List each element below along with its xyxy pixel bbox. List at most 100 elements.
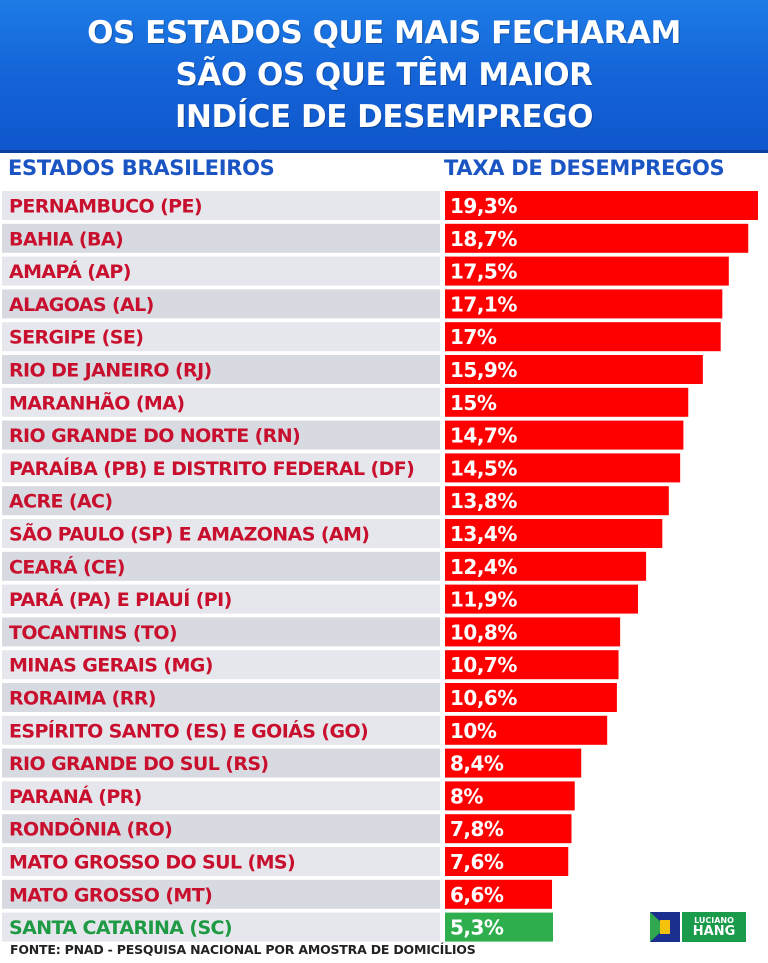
state-label: MATO GROSSO (MT): [9, 884, 212, 906]
row-background: [2, 617, 440, 647]
rate-bar: [445, 256, 729, 286]
state-label: AMAPÁ (AP): [9, 260, 131, 283]
state-label: MARANHÃO (MA): [9, 390, 184, 414]
title-line-1: OS ESTADOS QUE MAIS FECHARAM: [87, 15, 681, 51]
source-footnote: FONTE: PNAD - PESQUISA NACIONAL POR AMOS…: [10, 942, 476, 957]
state-label: PARAÍBA (PB) E DISTRITO FEDERAL (DF): [9, 457, 414, 480]
rate-bar: [445, 715, 608, 745]
rate-bar: [445, 387, 689, 417]
row-background: [2, 223, 440, 253]
state-label: RIO GRANDE DO NORTE (RN): [9, 425, 300, 447]
title-line-3: INDÍCE DE DESEMPREGO: [175, 99, 594, 135]
rate-bar: [445, 584, 638, 614]
row-background: [2, 551, 440, 581]
state-label: ESPÍRITO SANTO (ES) E GOIÁS (GO): [9, 719, 368, 742]
column-header-states: ESTADOS BRASILEIROS: [8, 156, 275, 180]
rate-value-label: 11,9%: [450, 588, 517, 612]
rate-bar: [445, 420, 684, 450]
state-label: RIO GRANDE DO SUL (RS): [9, 753, 269, 775]
rate-bar: [445, 912, 553, 942]
rate-value-label: 17%: [450, 325, 497, 349]
state-label: SERGIPE (SE): [9, 327, 143, 349]
rate-value-label: 5,3%: [450, 916, 504, 940]
rate-value-label: 6,6%: [450, 883, 504, 907]
row-background: [2, 847, 440, 876]
rate-value-label: 10,8%: [450, 620, 517, 644]
rate-bar: [445, 355, 703, 384]
state-label: TOCANTINS (TO): [9, 622, 177, 644]
rate-value-label: 14,7%: [450, 424, 517, 448]
rate-value-label: 7,6%: [450, 850, 504, 874]
state-label: MINAS GERAIS (MG): [9, 655, 213, 677]
rate-bar: [445, 847, 569, 876]
state-label: SANTA CATARINA (SC): [9, 917, 232, 939]
state-label: BAHIA (BA): [9, 228, 123, 250]
row-background: [2, 486, 440, 516]
rate-value-label: 13,4%: [450, 522, 517, 546]
row-background: [2, 420, 440, 450]
rate-value-label: 13,8%: [450, 489, 517, 513]
state-label: PARANÁ (PR): [9, 785, 142, 808]
brand-flag-icon: [650, 912, 680, 942]
row-background: [2, 650, 440, 680]
row-background: [2, 387, 440, 417]
rate-value-label: 17,1%: [450, 292, 517, 316]
row-background: [2, 781, 440, 811]
rate-bar: [445, 223, 749, 253]
rate-value-label: 10,6%: [450, 686, 517, 710]
rate-value-label: 10,7%: [450, 653, 517, 677]
rate-bar: [445, 322, 721, 352]
row-background: [2, 748, 440, 778]
row-background: [2, 191, 440, 220]
rate-bar: [445, 781, 575, 811]
logo-text-box: LUCIANO HANG: [682, 912, 746, 942]
rate-value-label: 8,4%: [450, 752, 504, 776]
rate-bar: [445, 453, 681, 483]
state-label: CEARÁ (CE): [9, 555, 125, 578]
row-background: [2, 912, 440, 942]
rate-value-label: 10%: [450, 719, 497, 743]
state-label: SÃO PAULO (SP) E AMAZONAS (AM): [9, 522, 369, 546]
state-label: PERNAMBUCO (PE): [9, 196, 202, 218]
rate-value-label: 12,4%: [450, 555, 517, 579]
rate-bar: [445, 617, 621, 647]
row-background: [2, 355, 440, 384]
row-background: [2, 256, 440, 286]
rate-bar: [445, 683, 617, 712]
state-label: MATO GROSSO DO SUL (MS): [9, 852, 295, 874]
rate-value-label: 18,7%: [450, 227, 517, 251]
state-label: PARÁ (PA) E PIAUÍ (PI): [9, 588, 232, 611]
row-background: [2, 715, 440, 745]
rate-bar: [445, 191, 758, 220]
rate-bar: [445, 519, 663, 548]
rate-bar: [445, 650, 619, 680]
state-label: ACRE (AC): [9, 491, 113, 513]
rate-value-label: 15%: [450, 391, 497, 415]
row-background: [2, 814, 440, 844]
row-background: [2, 289, 440, 319]
luciano-hang-logo: LUCIANO HANG: [650, 912, 746, 942]
rate-bar: [445, 289, 723, 319]
logo-line-1: LUCIANO: [694, 915, 734, 925]
rate-value-label: 7,8%: [450, 817, 504, 841]
row-background: [2, 584, 440, 614]
logo-line-2: HANG: [692, 923, 736, 939]
rate-value-label: 8%: [450, 784, 483, 808]
rate-bar: [445, 748, 582, 778]
rate-bar: [445, 551, 647, 581]
rate-value-label: 19,3%: [450, 194, 517, 218]
row-background: [2, 322, 440, 352]
row-background: [2, 519, 440, 548]
row-background: [2, 683, 440, 712]
state-label: RIO DE JANEIRO (RJ): [9, 360, 212, 382]
state-label: RONDÔNIA (RO): [9, 817, 172, 841]
state-label: RORAIMA (RR): [9, 688, 156, 710]
row-background: [2, 879, 440, 909]
rate-bar: [445, 814, 572, 844]
rate-value-label: 15,9%: [450, 358, 517, 382]
title-line-2: SÃO OS QUE TÊM MAIOR: [175, 57, 594, 93]
title-banner: OS ESTADOS QUE MAIS FECHARAM SÃO OS QUE …: [0, 0, 768, 153]
column-header-rate: TAXA DE DESEMPREGOS: [444, 156, 725, 180]
rate-bar: [445, 486, 669, 516]
